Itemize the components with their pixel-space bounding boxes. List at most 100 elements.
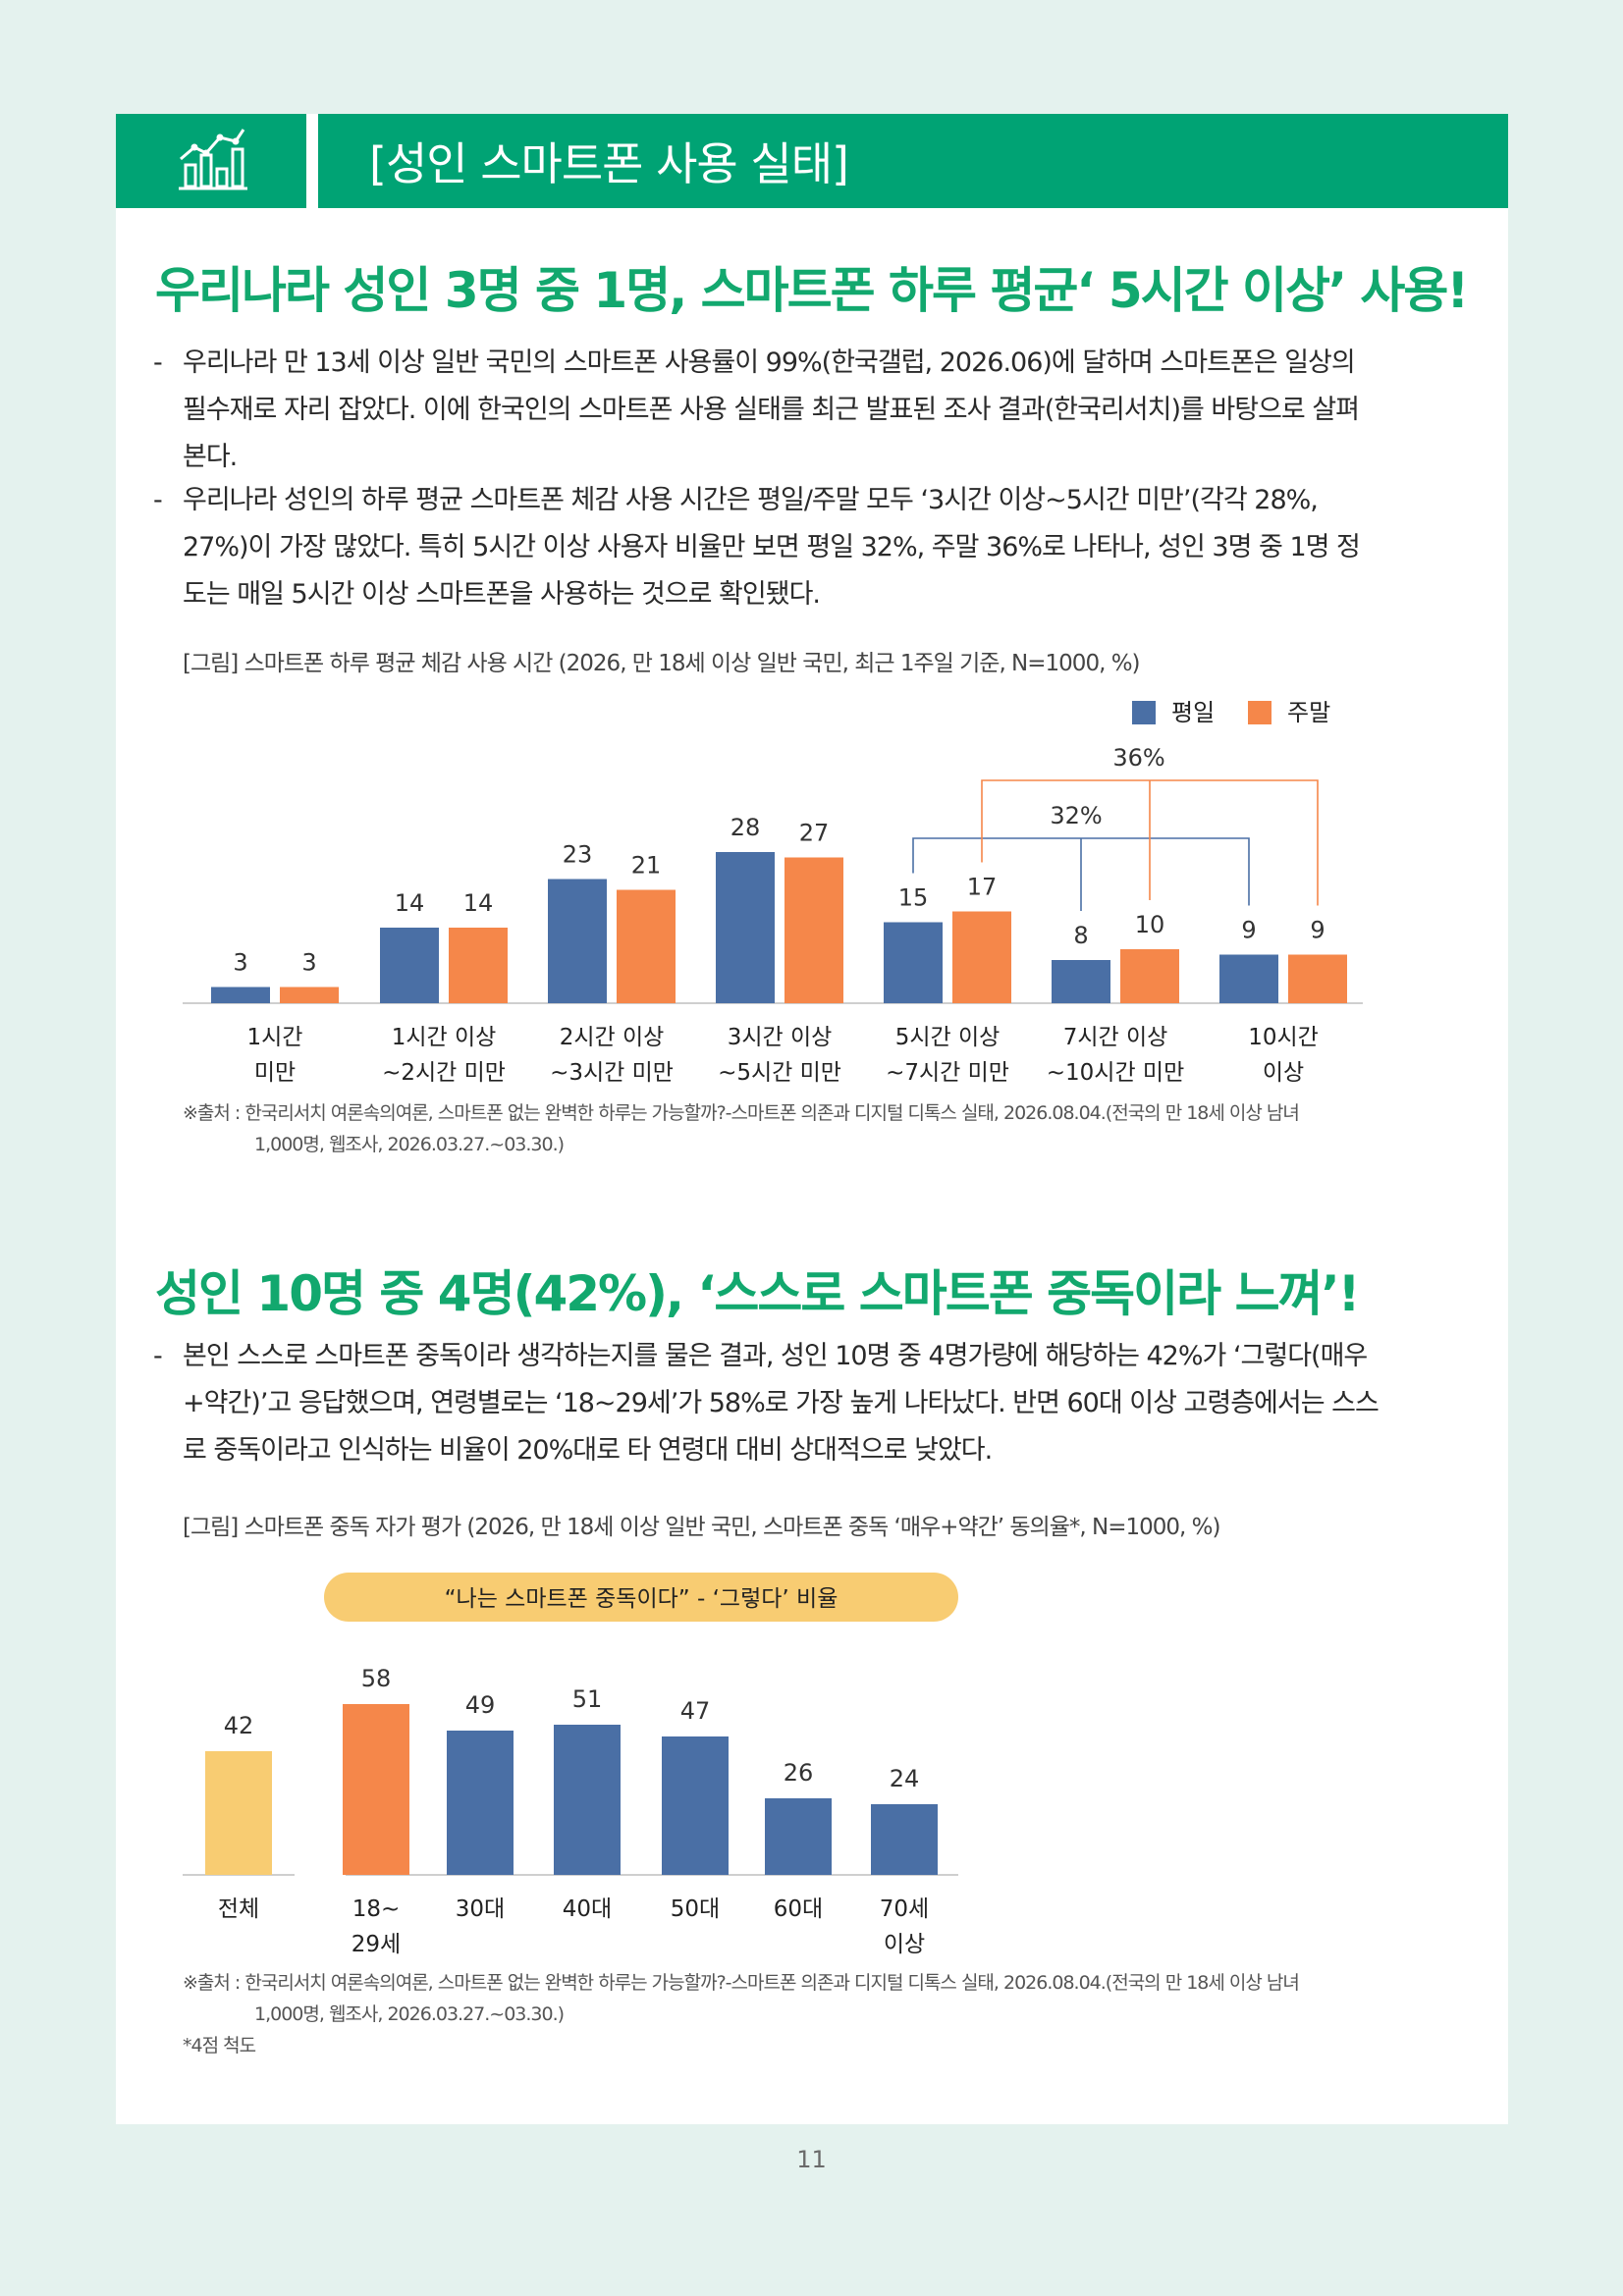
chart2-title-pill-label: “나는 스마트폰 중독이다” - ‘그렇다’ 비율 [445, 1586, 839, 1612]
category-label: 2시간 이상 [560, 1025, 665, 1050]
data-label: 15 [898, 884, 929, 912]
bar-weekend [952, 911, 1011, 1003]
chart1-caption: [그림] 스마트폰 하루 평균 체감 사용 시간 (2026, 만 18세 이상… [183, 651, 1141, 676]
footnote: *4점 척도 [183, 2035, 256, 2056]
bar-weekday [1052, 960, 1110, 1003]
bracket-label-weekend: 36% [1112, 744, 1164, 772]
bullet-line: 도는 매일 5시간 이상 스마트폰을 사용하는 것으로 확인됐다. [183, 579, 821, 610]
data-label: 49 [465, 1691, 496, 1719]
bar-chart-growth-icon [177, 126, 249, 200]
header-title-box: [성인 스마트폰 사용 실태] [318, 114, 1508, 208]
section2-headline: 성인 10명 중 4명(42%), ‘스스로 스마트폰 중독이라 느껴’! [155, 1265, 1360, 1322]
bar-weekend [449, 928, 508, 1003]
bar [343, 1704, 409, 1875]
category-label: ~2시간 미만 [382, 1060, 506, 1086]
category-label: 40대 [563, 1896, 612, 1922]
bullet-line: 본인 스스로 스마트폰 중독이라 생각하는지를 물은 결과, 성인 10명 중 … [183, 1341, 1368, 1371]
header-icon-box [116, 114, 306, 208]
data-label: 3 [233, 949, 247, 977]
bar [662, 1736, 729, 1875]
data-label: 26 [784, 1759, 814, 1787]
section1-headline: 우리나라 성인 3명 중 1명, 스마트폰 하루 평균‘ 5시간 이상’ 사용! [155, 262, 1469, 319]
category-label: 10시간 [1248, 1025, 1319, 1050]
bar-weekend [1288, 954, 1347, 1003]
data-label: 14 [463, 889, 494, 917]
category-label: 18~ [352, 1896, 401, 1922]
chart2-title-pill [324, 1573, 958, 1622]
data-label: 27 [799, 820, 830, 847]
bullet-line: 우리나라 만 13세 이상 일반 국민의 스마트폰 사용률이 99%(한국갤럽,… [183, 347, 1356, 378]
category-label: 1시간 [247, 1025, 303, 1050]
data-label: 9 [1310, 917, 1325, 944]
category-label: ~7시간 미만 [886, 1060, 1009, 1086]
data-label: 28 [730, 814, 761, 841]
bar-weekday [211, 987, 270, 1003]
chart1-source: ※출처 : 한국리서치 여론속의여론, 스마트폰 없는 완벽한 하루는 가능할까… [183, 1097, 1300, 1160]
header-title: [성인 스마트폰 사용 실태] [369, 137, 849, 190]
source-line: 1,000명, 웹조사, 2026.03.27.~03.30.) [254, 1134, 565, 1155]
section1-bullet-1: - 우리나라 만 13세 이상 일반 국민의 스마트폰 사용률이 99%(한국갤… [153, 340, 1469, 481]
category-label: 30대 [456, 1896, 505, 1922]
data-label: 3 [301, 949, 316, 977]
section1-bullet-2: - 우리나라 성인의 하루 평균 스마트폰 체감 사용 시간은 평일/주말 모두… [153, 477, 1469, 618]
bullet-line: 우리나라 성인의 하루 평균 스마트폰 체감 사용 시간은 평일/주말 모두 ‘… [183, 485, 1319, 515]
bullet-line: 필수재로 자리 잡았다. 이에 한국인의 스마트폰 사용 실태를 최근 발표된 … [183, 395, 1360, 425]
data-label: 14 [395, 889, 425, 917]
source-line: ※출처 : 한국리서치 여론속의여론, 스마트폰 없는 완벽한 하루는 가능할까… [183, 1102, 1300, 1124]
legend-label-1: 주말 [1287, 699, 1330, 726]
bar-weekend [617, 889, 676, 1003]
bar-weekend [784, 857, 843, 1003]
legend-swatch-0 [1132, 701, 1156, 724]
data-label: 58 [361, 1665, 392, 1692]
bar [871, 1804, 938, 1875]
bar-weekday [380, 928, 439, 1003]
category-label: 이상 [884, 1932, 925, 1957]
category-label: 전체 [218, 1896, 259, 1922]
bar-weekday [548, 879, 607, 1003]
bar-weekday [1219, 954, 1278, 1003]
bullet-line: +약간)’고 응답했으며, 연령별로는 ‘18~29세’가 58%로 가장 높게… [183, 1388, 1380, 1418]
bar-weekday [884, 922, 943, 1003]
category-label: 7시간 이상 [1063, 1025, 1168, 1050]
category-label: 이상 [1263, 1060, 1304, 1086]
bullet-line: 27%)이 가장 많았다. 특히 5시간 이상 사용자 비율만 보면 평일 32… [183, 532, 1361, 562]
data-label: 17 [967, 874, 998, 901]
data-label: 9 [1241, 917, 1256, 944]
category-label: 1시간 이상 [392, 1025, 497, 1050]
category-label: 60대 [774, 1896, 823, 1922]
bar [554, 1725, 621, 1875]
data-label: 8 [1073, 922, 1088, 949]
bullet-line: 로 중독이라고 인식하는 비율이 20%대로 타 연령대 대비 상대적으로 낮았… [183, 1435, 993, 1466]
bar-weekday [716, 852, 775, 1003]
section2-bullet-1: - 본인 스스로 스마트폰 중독이라 생각하는지를 물은 결과, 성인 10명 … [153, 1333, 1469, 1474]
bullet-line: 본다. [183, 442, 238, 472]
source-line: 1,000명, 웹조사, 2026.03.27.~03.30.) [254, 2003, 565, 2025]
source-line: ※출처 : 한국리서치 여론속의여론, 스마트폰 없는 완벽한 하루는 가능할까… [183, 1972, 1300, 1994]
data-label: 21 [631, 852, 662, 880]
bar [447, 1731, 514, 1875]
category-label: ~10시간 미만 [1047, 1060, 1185, 1086]
bar [765, 1798, 832, 1875]
bar-weekend [280, 987, 339, 1003]
bracket-label-weekday: 32% [1050, 802, 1102, 829]
bar-weekend [1120, 949, 1179, 1003]
data-label: 42 [224, 1712, 254, 1739]
data-label: 24 [890, 1765, 920, 1792]
legend-label-0: 평일 [1171, 699, 1215, 726]
bar [205, 1751, 272, 1875]
category-label: 5시간 이상 [895, 1025, 1001, 1050]
data-label: 47 [680, 1697, 711, 1725]
category-label: 50대 [671, 1896, 720, 1922]
data-label: 23 [563, 841, 593, 869]
category-label: 미만 [254, 1060, 296, 1086]
category-label: 29세 [352, 1932, 401, 1957]
chart2-caption: [그림] 스마트폰 중독 자가 평가 (2026, 만 18세 이상 일반 국민… [183, 1515, 1220, 1540]
chart2-addiction-self-rating: “나는 스마트폰 중독이다” - ‘그렇다’ 비율 42 전체 58 18~ 29세 49 3… [183, 1573, 958, 1957]
category-label: ~3시간 미만 [550, 1060, 674, 1086]
data-label: 51 [572, 1685, 603, 1713]
category-label: ~5시간 미만 [718, 1060, 841, 1086]
data-label: 10 [1135, 911, 1165, 938]
category-label: 3시간 이상 [728, 1025, 833, 1050]
chart2-source: ※출처 : 한국리서치 여론속의여론, 스마트폰 없는 완벽한 하루는 가능할까… [183, 1967, 1300, 2061]
